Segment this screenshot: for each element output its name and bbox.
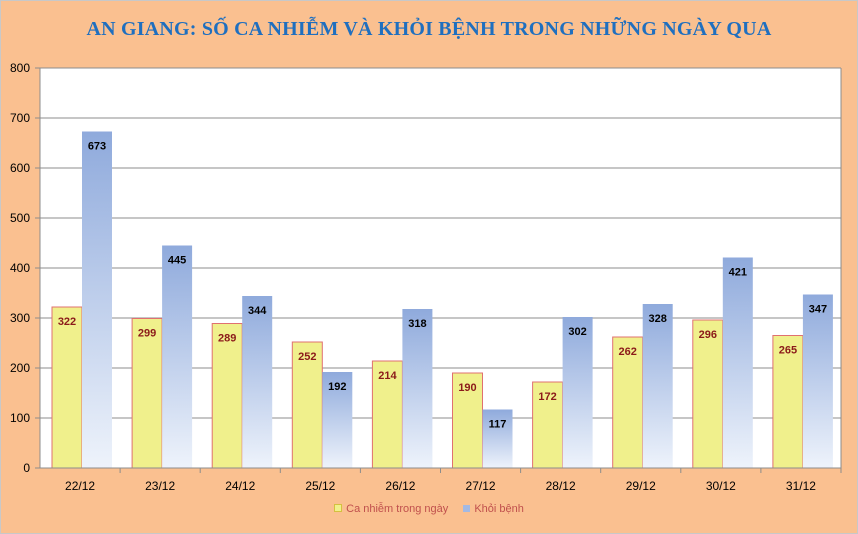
x-tick-label: 29/12 (626, 479, 656, 493)
data-label-infected: 296 (699, 329, 717, 341)
data-label-recovered: 117 (489, 419, 507, 431)
legend-label-infected: Ca nhiễm trong ngày (346, 503, 449, 515)
y-tick-label: 100 (10, 411, 30, 425)
legend-swatch-recovered (463, 505, 471, 512)
data-label-infected: 265 (779, 345, 797, 357)
bar-infected (612, 336, 644, 469)
bar-recovered (82, 131, 112, 468)
bar-infected (291, 341, 323, 469)
x-tick-label: 30/12 (706, 479, 736, 493)
bar-recovered (242, 296, 273, 468)
bar-infected (772, 335, 804, 469)
bar-recovered (162, 245, 193, 468)
chart-title: AN GIANG: SỐ CA NHIỄM VÀ KHỎI BỆNH TRONG… (86, 18, 772, 40)
legend-swatch-infected (334, 504, 343, 512)
x-tick-label: 27/12 (466, 479, 496, 493)
axes: 0 100 200 300 400 500 600 700 800 22/12 23/12 24/12… (10, 61, 842, 493)
x-tick-label: 23/12 (145, 479, 175, 493)
x-tick-label: 28/12 (546, 479, 576, 493)
y-tick-label: 400 (10, 261, 30, 275)
data-label-infected: 322 (58, 316, 76, 328)
data-label-recovered: 328 (649, 313, 667, 325)
bar-infected (692, 319, 724, 469)
data-label-recovered: 421 (729, 267, 747, 279)
bar-infected (532, 381, 564, 469)
bar-recovered (402, 309, 433, 468)
bar-infected (211, 323, 243, 469)
bar-recovered (482, 409, 513, 468)
data-label-infected: 262 (619, 346, 637, 358)
bar-recovered (642, 304, 673, 468)
legend: Ca nhiễm trong ngày Khỏi bệnh (0, 503, 858, 515)
bars (51, 131, 833, 469)
legend-item-recovered: Khỏi bệnh (463, 503, 524, 515)
legend-label-recovered: Khỏi bệnh (474, 503, 524, 515)
data-label-recovered: 192 (328, 381, 346, 393)
data-label-recovered: 318 (408, 318, 426, 330)
x-tick-label: 26/12 (385, 479, 415, 493)
bar-infected (131, 318, 163, 469)
y-tick-label: 300 (10, 311, 30, 325)
data-label-infected: 252 (298, 351, 316, 363)
bar-infected (452, 372, 483, 469)
gridlines (40, 67, 842, 468)
y-tick-label: 800 (10, 61, 30, 75)
bar-recovered (802, 294, 833, 468)
labels: 322 673 299 445 289 344 252 192 214 318 190 117 172 3… (58, 141, 827, 431)
data-label-recovered: 347 (809, 304, 827, 316)
x-tick-label: 22/12 (65, 479, 95, 493)
x-tick-label: 25/12 (305, 479, 335, 493)
legend-item-infected: Ca nhiễm trong ngày (334, 503, 448, 515)
bar-recovered (722, 257, 753, 468)
data-label-infected: 299 (138, 328, 156, 340)
bar-recovered (562, 317, 593, 468)
data-label-infected: 172 (538, 391, 556, 403)
data-label-infected: 289 (218, 333, 236, 345)
y-tick-label: 500 (10, 211, 30, 225)
data-label-recovered: 673 (88, 141, 106, 153)
y-tick-label: 700 (10, 111, 30, 125)
bar-recovered (322, 372, 353, 468)
x-tick-label: 31/12 (786, 479, 816, 493)
y-tick-label: 0 (23, 461, 30, 475)
bar-infected (371, 360, 403, 469)
y-tick-label: 200 (10, 361, 30, 375)
data-label-infected: 190 (458, 382, 476, 394)
data-label-recovered: 344 (248, 305, 267, 317)
bar-infected (51, 306, 83, 469)
data-label-recovered: 302 (568, 326, 586, 338)
y-tick-label: 600 (10, 161, 30, 175)
x-tick-label: 24/12 (225, 479, 255, 493)
data-label-recovered: 445 (168, 255, 186, 267)
data-label-infected: 214 (378, 370, 397, 382)
